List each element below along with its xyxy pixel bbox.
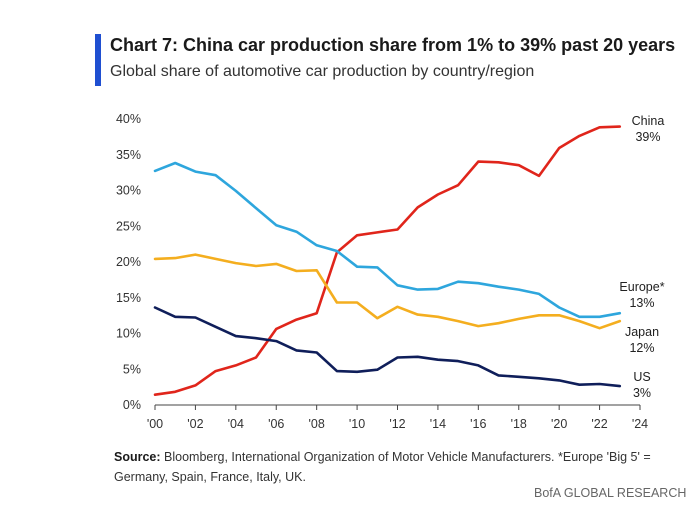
- y-tick-label: 10%: [116, 327, 141, 341]
- series-value-label: 13%: [629, 296, 654, 310]
- x-tick-label: '02: [187, 417, 203, 431]
- chart-subtitle: Global share of automotive car productio…: [110, 63, 535, 80]
- us-series-line: [153, 306, 622, 388]
- brand-label: BofA GLOBAL RESEARCH: [534, 486, 687, 500]
- chart-title: Chart 7: China car production share from…: [110, 35, 676, 55]
- y-tick-label: 40%: [116, 112, 141, 126]
- x-tick-label: '24: [632, 417, 648, 431]
- y-tick-label: 20%: [116, 255, 141, 269]
- y-tick-label: 0%: [123, 398, 141, 412]
- x-tick-label: '16: [470, 417, 486, 431]
- x-tick-label: '12: [389, 417, 405, 431]
- china-series-line: [153, 125, 622, 397]
- y-tick-label: 5%: [123, 362, 141, 376]
- x-tick-label: '06: [268, 417, 284, 431]
- y-tick-label: 35%: [116, 148, 141, 162]
- y-tick-label: 15%: [116, 291, 141, 305]
- source-text: Bloomberg, International Organization of…: [114, 450, 651, 484]
- x-tick-label: '22: [591, 417, 607, 431]
- europe-series-line: [153, 161, 622, 319]
- y-tick-label: 25%: [116, 219, 141, 233]
- x-tick-label: '00: [147, 417, 163, 431]
- title-accent-bar: [95, 34, 101, 86]
- x-tick-label: '08: [309, 417, 325, 431]
- x-tick-label: '10: [349, 417, 365, 431]
- series-value-label: 3%: [633, 386, 651, 400]
- series-name-label: US: [633, 370, 650, 384]
- y-tick-label: 30%: [116, 184, 141, 198]
- x-tick-label: '14: [430, 417, 446, 431]
- series-value-label: 12%: [629, 341, 654, 355]
- series-name-label: Japan: [625, 325, 659, 339]
- series-value-label: 39%: [635, 130, 660, 144]
- japan-series-line: [153, 253, 622, 330]
- source-label: Source:: [114, 450, 161, 464]
- x-tick-label: '04: [228, 417, 244, 431]
- x-tick-label: '20: [551, 417, 567, 431]
- x-tick-label: '18: [511, 417, 527, 431]
- series-name-label: China: [632, 114, 665, 128]
- series-name-label: Europe*: [619, 280, 664, 294]
- source-note: Source: Bloomberg, International Organiz…: [114, 447, 674, 487]
- line-chart: 0% 5% 10% 15% 20% 25% 30% 35% 40% '00 '02 '04 '06 '08…: [116, 112, 665, 431]
